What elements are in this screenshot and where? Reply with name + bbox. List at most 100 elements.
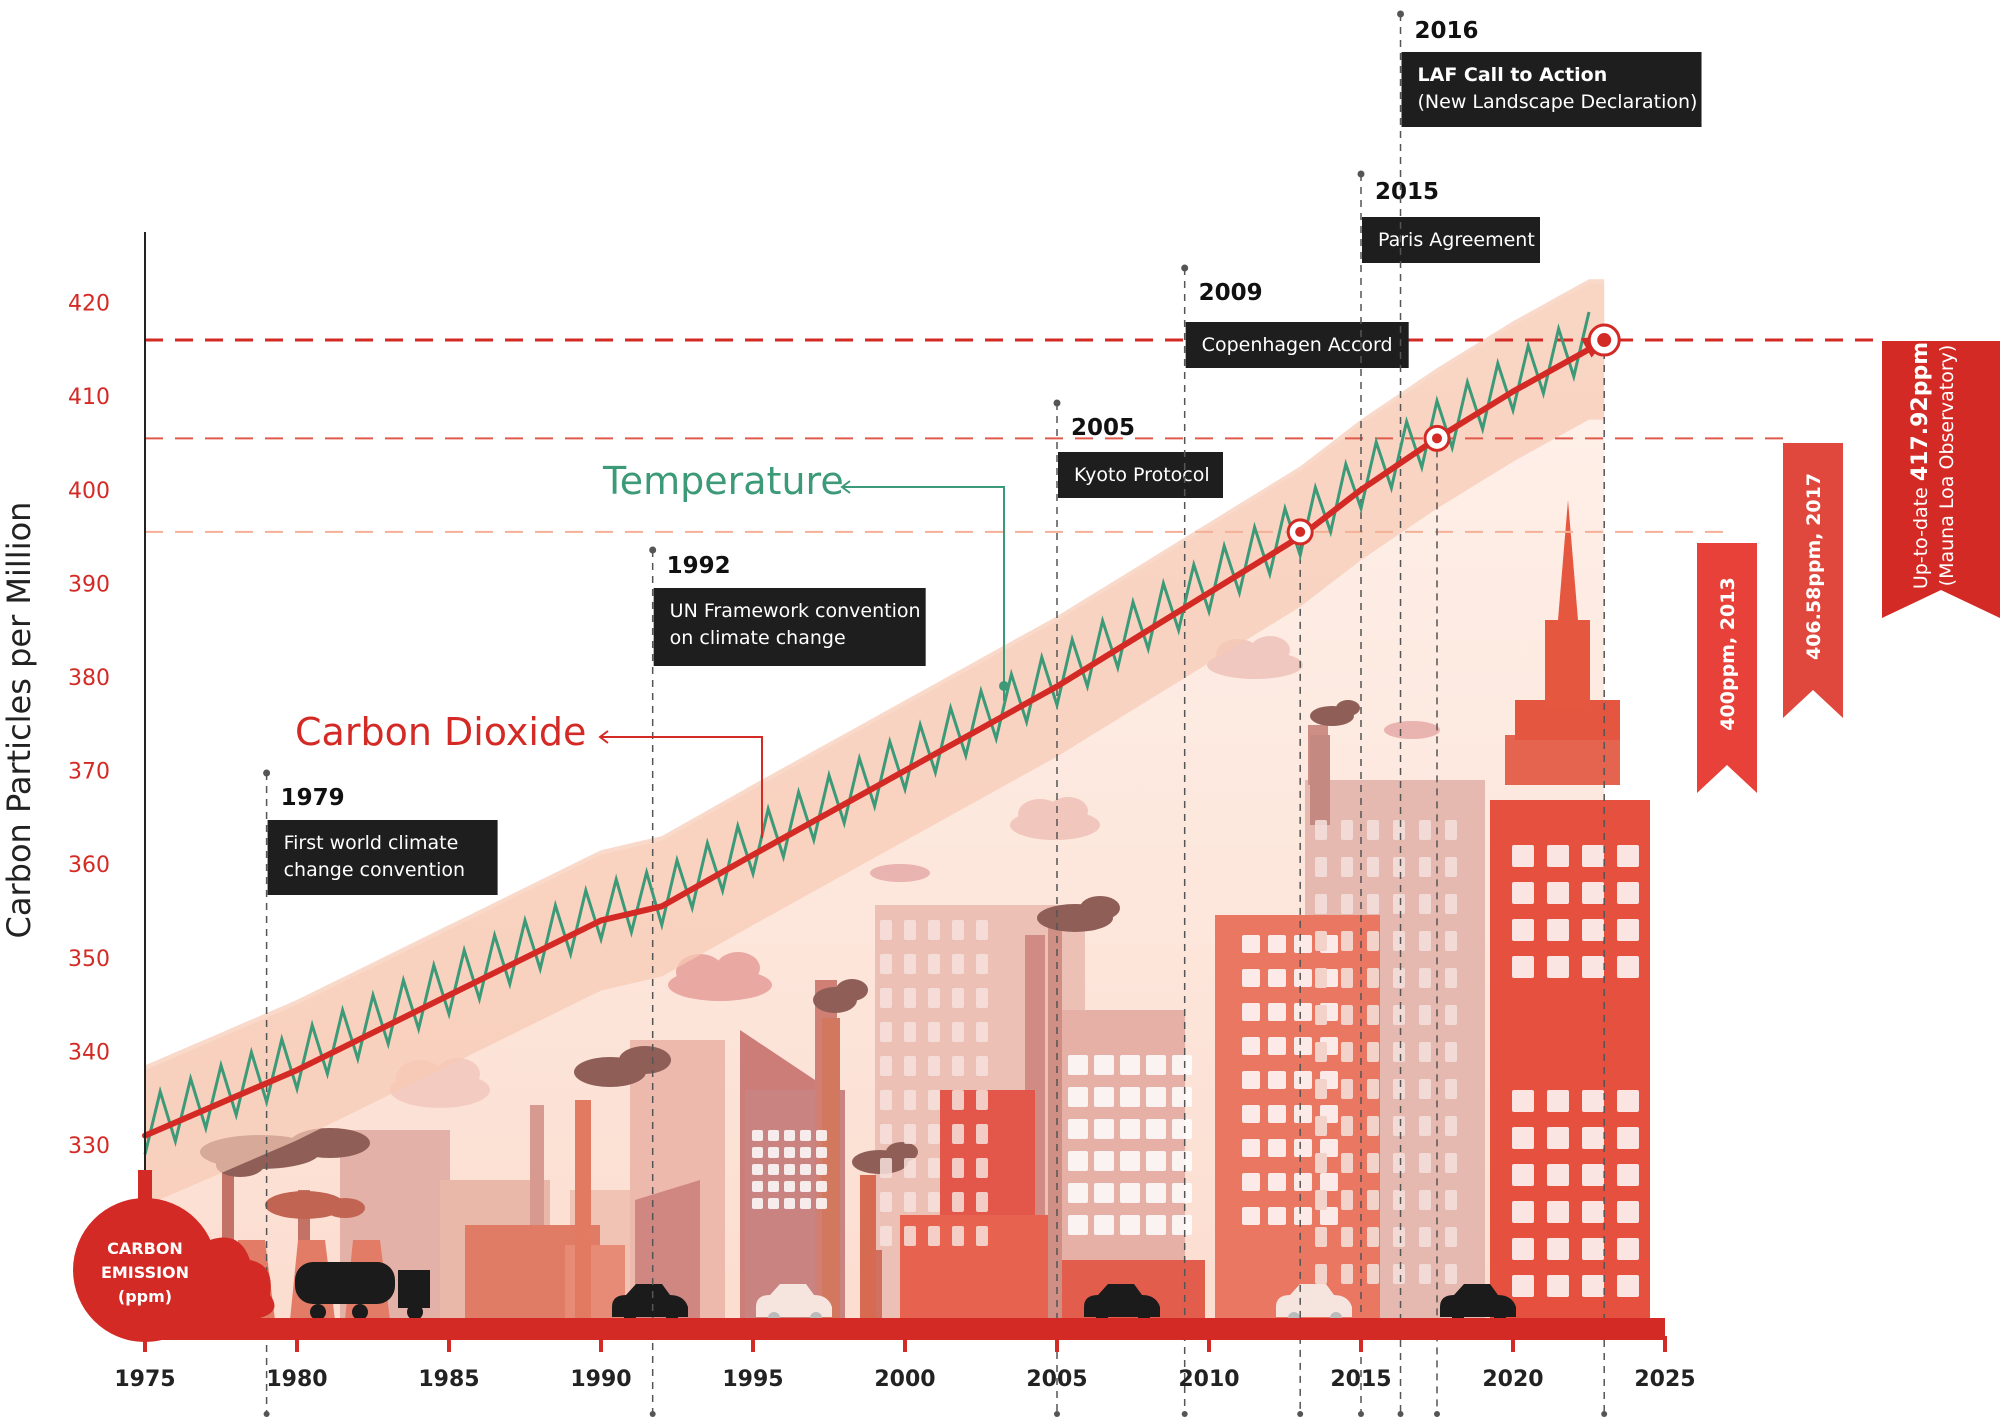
event-text: change convention [284, 859, 465, 881]
window [976, 988, 988, 1008]
window [1393, 968, 1405, 988]
window [1367, 1042, 1379, 1062]
window [1367, 894, 1379, 914]
window [1445, 931, 1457, 951]
window [1367, 857, 1379, 877]
window [1547, 1275, 1569, 1297]
event-dot [1601, 1411, 1608, 1417]
window [1393, 1153, 1405, 1173]
window [1445, 1227, 1457, 1247]
milestone-ribbon [1697, 543, 1757, 793]
city-skyline-illustration [200, 500, 1650, 1324]
window [1512, 1238, 1534, 1260]
window [880, 1192, 892, 1212]
event-markers: 1979 First world climate change convention… [263, 10, 1702, 1417]
window [1146, 1183, 1166, 1203]
window [784, 1181, 795, 1192]
window [1582, 1090, 1604, 1112]
window [800, 1147, 811, 1158]
window [1419, 820, 1431, 840]
window [1419, 1042, 1431, 1062]
event-text: Paris Agreement [1378, 229, 1535, 251]
window [1146, 1087, 1166, 1107]
window [1445, 1190, 1457, 1210]
window [1268, 1037, 1286, 1055]
window [1120, 1183, 1140, 1203]
window [1547, 1090, 1569, 1112]
window [904, 920, 916, 940]
window [1242, 935, 1260, 953]
temperature-series-line [143, 311, 1591, 1155]
window [880, 1124, 892, 1144]
event-dot [1434, 1411, 1440, 1417]
y-tick-label: 340 [68, 1040, 110, 1065]
highlight-dot [1432, 433, 1442, 444]
x-tick-label: 1995 [722, 1367, 783, 1392]
y-tick-label: 350 [68, 947, 110, 972]
window [1068, 1055, 1088, 1075]
window [1242, 1071, 1260, 1089]
window [1315, 1153, 1327, 1173]
window [1617, 882, 1639, 904]
y-tick-label: 410 [68, 385, 110, 410]
window [768, 1198, 779, 1209]
window [1294, 1173, 1312, 1191]
window [1068, 1119, 1088, 1139]
window [1268, 1139, 1286, 1157]
window [1617, 956, 1639, 978]
window [1393, 1264, 1405, 1284]
window [1367, 1190, 1379, 1210]
window [816, 1198, 827, 1209]
window [1094, 1087, 1114, 1107]
window [1419, 1005, 1431, 1025]
y-tick-label: 400 [68, 479, 110, 504]
x-tick-label: 2010 [1178, 1367, 1239, 1392]
window [1617, 1090, 1639, 1112]
window [1419, 1227, 1431, 1247]
window [976, 954, 988, 974]
window [1315, 894, 1327, 914]
window [1367, 1264, 1379, 1284]
window [1393, 1079, 1405, 1099]
x-tick-label: 1975 [114, 1367, 175, 1392]
window [928, 954, 940, 974]
window [1445, 1153, 1457, 1173]
cloud-icon [1010, 797, 1100, 840]
window [1393, 1190, 1405, 1210]
window [1582, 882, 1604, 904]
window [1172, 1119, 1192, 1139]
cloud-icon [1207, 636, 1303, 679]
event-dot [1054, 1411, 1060, 1417]
y-tick-label: 370 [68, 760, 110, 785]
window [1120, 1215, 1140, 1235]
window [1120, 1119, 1140, 1139]
window [928, 1158, 940, 1178]
y-tick-label: 330 [68, 1134, 110, 1159]
window [904, 954, 916, 974]
window [1341, 894, 1353, 914]
highlight-dot [1295, 526, 1306, 537]
carbon-emission-badge: CARBON EMISSION (ppm) [73, 1170, 275, 1342]
window [1315, 1227, 1327, 1247]
window [1242, 1105, 1260, 1123]
window [1341, 1227, 1353, 1247]
ribbon-label-suffix-line: (Mauna Loa Observatory) [1936, 345, 1958, 587]
highlight-points [1286, 323, 1621, 546]
window [1341, 968, 1353, 988]
carbon-dioxide-series-line [142, 336, 1606, 1139]
window [1242, 1207, 1260, 1225]
window [1068, 1215, 1088, 1235]
window [1294, 1003, 1312, 1021]
window [1172, 1183, 1192, 1203]
y-tick-label: 380 [68, 666, 110, 691]
window [816, 1130, 827, 1141]
window [1341, 1042, 1353, 1062]
window [880, 1056, 892, 1076]
window [1315, 1042, 1327, 1062]
window [928, 1124, 940, 1144]
window [1315, 820, 1327, 840]
window [1268, 969, 1286, 987]
window [1582, 1164, 1604, 1186]
cloud-icon [870, 721, 1440, 882]
event-text: Copenhagen Accord [1202, 334, 1393, 356]
